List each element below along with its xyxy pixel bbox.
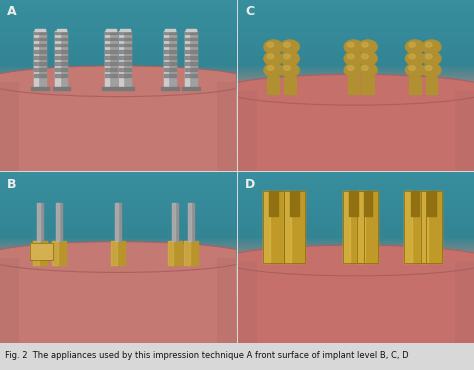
Bar — [343, 191, 364, 263]
Circle shape — [422, 52, 441, 65]
Circle shape — [425, 54, 432, 59]
Circle shape — [264, 63, 283, 77]
Bar — [29, 242, 53, 260]
Circle shape — [409, 65, 415, 70]
Circle shape — [409, 54, 415, 59]
Circle shape — [422, 63, 441, 77]
Circle shape — [422, 40, 441, 54]
Circle shape — [425, 65, 432, 70]
Bar — [421, 191, 442, 263]
Text: B: B — [7, 178, 17, 191]
Text: A: A — [7, 5, 17, 18]
Circle shape — [267, 65, 274, 70]
Circle shape — [425, 43, 432, 47]
Circle shape — [264, 40, 283, 54]
Ellipse shape — [220, 75, 474, 106]
Bar — [238, 91, 257, 171]
Circle shape — [347, 43, 354, 47]
Text: C: C — [245, 5, 254, 18]
Text: Fig. 2  The appliances used by this impression technique A front surface of impl: Fig. 2 The appliances used by this impre… — [5, 351, 409, 360]
Circle shape — [406, 63, 424, 77]
Circle shape — [362, 43, 368, 47]
Circle shape — [284, 65, 291, 70]
Circle shape — [284, 43, 291, 47]
Ellipse shape — [0, 67, 254, 97]
Bar — [238, 261, 474, 343]
Circle shape — [267, 54, 274, 59]
Bar — [0, 258, 19, 343]
Circle shape — [347, 65, 354, 70]
Bar — [29, 242, 53, 260]
Circle shape — [406, 52, 424, 65]
Circle shape — [284, 54, 291, 59]
Bar — [263, 191, 284, 263]
Bar — [404, 191, 426, 263]
Bar — [284, 191, 305, 263]
Circle shape — [281, 40, 299, 54]
Bar — [217, 82, 236, 171]
Bar — [238, 261, 257, 343]
Bar — [455, 261, 474, 343]
Circle shape — [344, 40, 363, 54]
Circle shape — [409, 43, 415, 47]
Circle shape — [406, 40, 424, 54]
Circle shape — [281, 52, 299, 65]
Circle shape — [362, 65, 368, 70]
Circle shape — [358, 52, 377, 65]
Circle shape — [347, 54, 354, 59]
Circle shape — [264, 52, 283, 65]
Bar — [0, 258, 236, 343]
Bar — [357, 191, 378, 263]
Bar — [238, 91, 474, 171]
Circle shape — [281, 63, 299, 77]
Bar — [0, 82, 19, 171]
Circle shape — [344, 63, 363, 77]
Circle shape — [358, 40, 377, 54]
Circle shape — [358, 63, 377, 77]
Bar — [455, 91, 474, 171]
Ellipse shape — [0, 242, 254, 273]
Bar — [217, 258, 236, 343]
Circle shape — [344, 52, 363, 65]
Circle shape — [362, 54, 368, 59]
Bar — [0, 82, 236, 171]
Text: D: D — [245, 178, 255, 191]
Ellipse shape — [220, 246, 474, 277]
Circle shape — [267, 43, 274, 47]
